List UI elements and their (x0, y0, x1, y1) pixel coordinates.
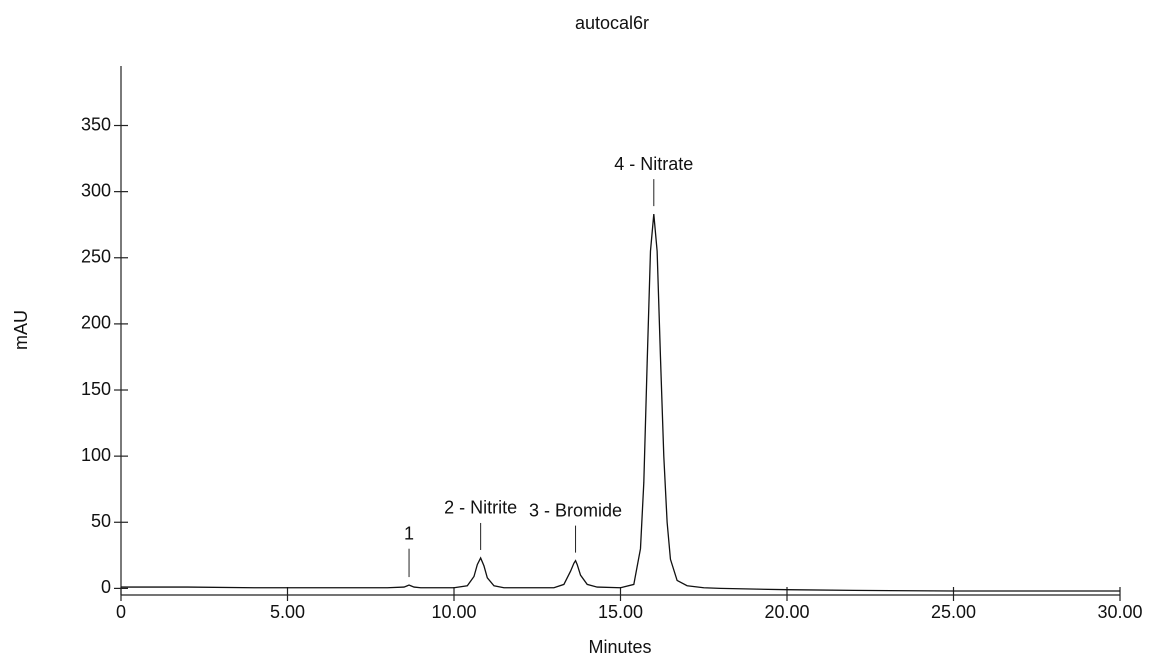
trace (121, 214, 1120, 592)
x-axis-label: Minutes (588, 637, 651, 657)
x-tick-label: 25.00 (931, 602, 976, 622)
y-tick-label: 50 (91, 511, 111, 531)
x-tick-label: 10.00 (431, 602, 476, 622)
y-axis-label: mAU (11, 310, 31, 350)
annotation-label: 3 - Bromide (529, 500, 622, 520)
x-tick-label: 20.00 (764, 602, 809, 622)
x-tick-label: 15.00 (598, 602, 643, 622)
y-tick-label: 250 (81, 247, 111, 267)
x-tick-label: 0 (116, 602, 126, 622)
chart-title: autocal6r (575, 13, 649, 33)
y-tick-label: 350 (81, 114, 111, 134)
y-tick-label: 300 (81, 180, 111, 200)
y-tick-label: 100 (81, 445, 111, 465)
x-tick-label: 5.00 (270, 602, 305, 622)
y-tick-label: 0 (101, 577, 111, 597)
y-tick-label: 200 (81, 313, 111, 333)
annotation-label: 2 - Nitrite (444, 498, 517, 518)
y-tick-label: 150 (81, 379, 111, 399)
x-tick-label: 30.00 (1097, 602, 1142, 622)
annotation-label: 4 - Nitrate (614, 154, 693, 174)
annotation-label: 1 (404, 523, 414, 543)
